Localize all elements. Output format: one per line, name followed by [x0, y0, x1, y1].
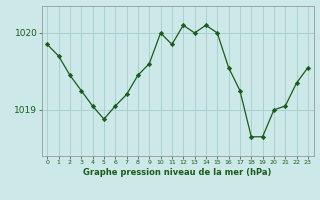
X-axis label: Graphe pression niveau de la mer (hPa): Graphe pression niveau de la mer (hPa): [84, 168, 272, 177]
